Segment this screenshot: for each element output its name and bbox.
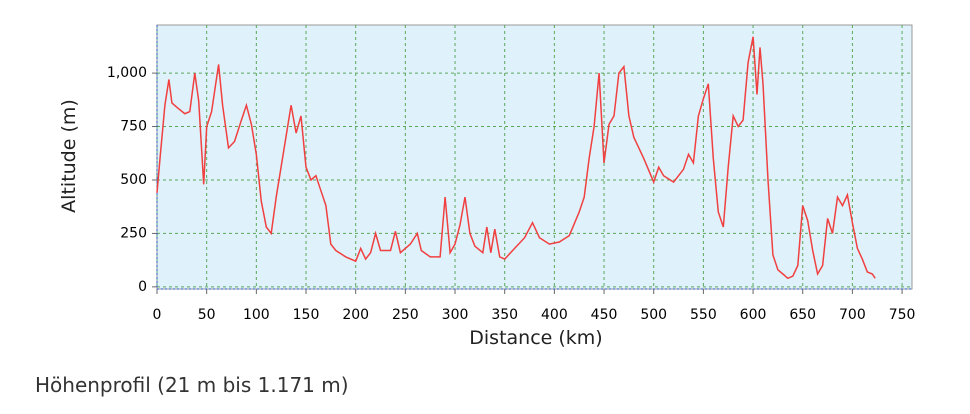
y-tick-label: 750 — [120, 119, 147, 135]
y-tick-label: 500 — [120, 172, 147, 188]
x-tick-label: 250 — [392, 307, 419, 323]
y-tick-label: 0 — [138, 279, 147, 295]
x-tick-label: 50 — [198, 307, 216, 323]
x-tick-label: 450 — [591, 307, 618, 323]
x-tick-label: 100 — [243, 307, 270, 323]
caption: Höhenprofil (21 m bis 1.171 m) — [35, 373, 349, 397]
x-tick-label: 300 — [442, 307, 469, 323]
x-tick-label: 600 — [740, 307, 767, 323]
x-tick-label: 200 — [342, 307, 369, 323]
x-axis-label: Distance (km) — [469, 327, 602, 349]
line — [156, 36, 876, 280]
y-tick-label: 1,000 — [107, 65, 147, 81]
x-tick-label: 750 — [889, 307, 916, 323]
x-tick-label: 350 — [491, 307, 518, 323]
x-tick-label: 650 — [789, 307, 816, 323]
x-tick-label: 500 — [640, 307, 667, 323]
y-tick-label: 250 — [120, 225, 147, 241]
x-tick-label: 400 — [541, 307, 568, 323]
x-tick-label: 0 — [153, 307, 162, 323]
x-tick-label: 550 — [690, 307, 717, 323]
y-axis-label: Altitude (m) — [58, 99, 80, 213]
x-tick-label: 150 — [293, 307, 320, 323]
x-tick-label: 700 — [839, 307, 866, 323]
